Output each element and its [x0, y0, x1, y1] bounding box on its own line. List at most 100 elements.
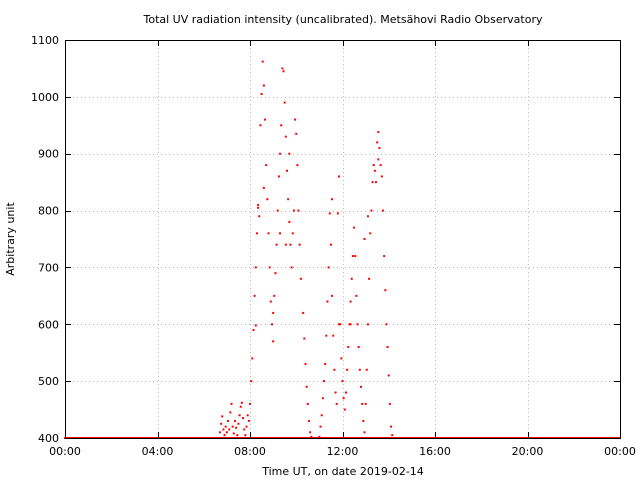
data-point [227, 419, 230, 422]
data-point [287, 198, 290, 201]
data-point [368, 277, 371, 280]
y-tick-label: 700 [38, 261, 59, 274]
data-point [380, 175, 383, 178]
data-point [326, 300, 329, 303]
y-tick-labels: 400 500 600 700 800 900 1000 1100 [31, 34, 59, 445]
data-point [384, 289, 387, 292]
data-point [344, 391, 347, 394]
data-point [232, 432, 235, 435]
data-point [355, 294, 358, 297]
data-point [371, 181, 374, 184]
data-point [351, 255, 354, 258]
data-point [339, 323, 342, 326]
data-point [242, 417, 245, 420]
data-point [299, 277, 302, 280]
data-point [304, 363, 307, 366]
data-point [358, 368, 361, 371]
data-point [252, 328, 255, 331]
y-tick-label: 600 [38, 318, 59, 331]
data-point [349, 323, 352, 326]
data-point [229, 411, 232, 414]
data-point [377, 158, 380, 161]
data-point [343, 408, 346, 411]
data-point [245, 425, 248, 428]
data-point [266, 198, 269, 201]
y-axis-label: Arbitrary unit [4, 202, 17, 276]
y-tick-label: 900 [38, 148, 59, 161]
data-point [290, 266, 293, 269]
data-point [239, 405, 242, 408]
data-point [332, 334, 335, 337]
data-point [356, 323, 359, 326]
data-point [321, 397, 324, 400]
data-point [222, 428, 225, 431]
data-point [288, 220, 291, 223]
data-point [333, 368, 336, 371]
data-point [349, 300, 352, 303]
axis-ticks [65, 40, 621, 439]
data-point [269, 300, 272, 303]
data-point [391, 434, 394, 437]
data-point [377, 131, 380, 134]
data-point [335, 402, 338, 405]
data-point [237, 422, 240, 425]
data-point [279, 232, 282, 235]
data-point [302, 311, 305, 314]
data-point [354, 255, 357, 258]
data-point [246, 414, 249, 417]
data-point [225, 431, 228, 434]
data-point [260, 93, 263, 96]
data-point [276, 209, 279, 212]
y-tick-label: 500 [38, 375, 59, 388]
data-point [362, 419, 365, 422]
data-point [262, 186, 265, 189]
data-point [247, 419, 250, 422]
data-point [298, 243, 301, 246]
data-point [259, 124, 262, 127]
x-tick-label: 00:00 [49, 445, 81, 458]
data-point [258, 215, 261, 218]
data-point [275, 243, 278, 246]
data-point [370, 209, 373, 212]
data-point [240, 401, 243, 404]
data-point [366, 215, 369, 218]
data-point [324, 363, 327, 366]
data-point [307, 419, 310, 422]
data-point [338, 175, 341, 178]
data-point [257, 203, 260, 206]
data-point [250, 380, 253, 383]
data-point [273, 294, 276, 297]
data-point [282, 70, 285, 73]
data-point [296, 164, 299, 167]
data-point [280, 124, 283, 127]
data-point [331, 198, 334, 201]
data-point [350, 277, 353, 280]
data-point [303, 337, 306, 340]
x-axis-label: Time UT, on date 2019-02-14 [261, 465, 424, 478]
data-point [284, 135, 287, 138]
chart-title: Total UV radiation intensity (uncalibrat… [143, 13, 543, 26]
data-point [320, 414, 323, 417]
data-point [381, 209, 384, 212]
data-point [286, 169, 288, 172]
data-point [238, 414, 241, 417]
data-point [364, 402, 367, 405]
data-point [254, 324, 257, 327]
data-point [376, 141, 379, 144]
data-point [277, 175, 280, 178]
grid-lines [65, 40, 620, 438]
data-point [233, 419, 236, 422]
data-point [327, 266, 330, 269]
x-tick-label: 20:00 [512, 445, 544, 458]
data-point [385, 323, 388, 326]
data-point [292, 209, 295, 212]
data-point [369, 232, 372, 235]
data-point [221, 415, 224, 418]
data-point [318, 435, 321, 438]
data-point [372, 164, 375, 167]
data-point [294, 118, 297, 121]
data-point [309, 431, 312, 434]
data-point [254, 266, 257, 269]
data-point [267, 232, 270, 235]
data-point [353, 226, 356, 229]
